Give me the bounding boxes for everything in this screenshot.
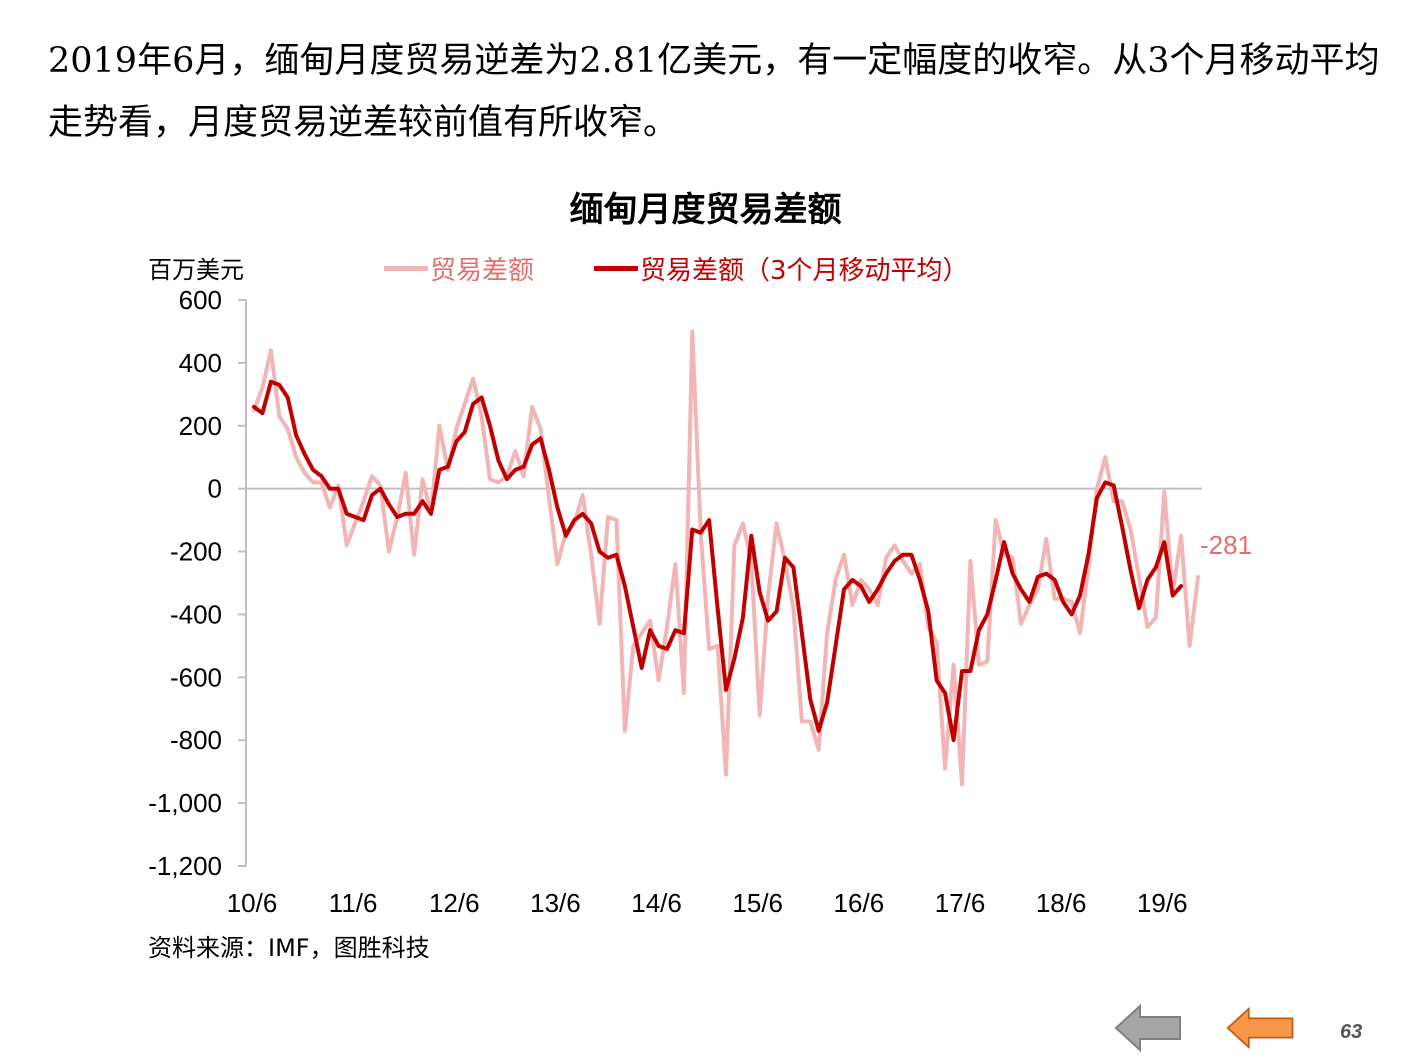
x-tick-label: 17/6 [935,888,986,918]
legend-moving-average-swatch [594,266,638,271]
x-tick-label: 15/6 [732,888,783,918]
x-tick-label: 18/6 [1036,888,1087,918]
legend-monthly: 贸易差额 [384,250,534,287]
x-tick-label: 10/6 [227,888,278,918]
y-tick-label: -1,000 [148,788,222,818]
y-tick-label: -800 [170,725,222,755]
series-line-monthly [252,329,1200,787]
legend-monthly-swatch [384,266,428,271]
legend-monthly-label: 贸易差额 [430,256,535,286]
legend-moving-average-label: 贸易差额（3个月移动平均） [640,256,969,286]
y-tick-label: 400 [179,348,222,378]
intro-text: 2019年6月，缅甸月度贸易逆差为2.81亿美元，有一定幅度的收窄。从3个月移动… [48,41,1380,143]
chart-title: 缅甸月度贸易差额 [569,190,842,230]
x-tick-label: 13/6 [530,888,581,918]
source-note: 资料来源：IMF，图胜科技 [148,934,430,962]
y-axis-unit: 百万美元 [148,256,244,284]
y-tick-label: -1,200 [148,851,222,881]
y-tick-label: -400 [170,599,222,629]
y-tick-label: 600 [179,285,222,315]
page-number: 63 [1340,1021,1363,1043]
y-tick-label: -200 [170,537,222,567]
x-tick-label: 11/6 [329,888,378,918]
y-tick-label: 200 [179,411,222,441]
series-line-moving-average [252,379,1184,743]
legend-moving-average: 贸易差额（3个月移动平均） [594,250,969,287]
back-arrow-orange-icon[interactable] [1226,1004,1296,1052]
x-tick-label: 14/6 [631,888,682,918]
y-tick-label: -600 [170,662,222,692]
y-tick-label: 0 [208,474,222,504]
x-tick-label: 12/6 [429,888,480,918]
x-tick-label: 19/6 [1137,888,1188,918]
back-arrow-gray-icon[interactable] [1114,1004,1184,1052]
x-tick-label: 16/6 [834,888,885,918]
last-value-label: -281 [1200,530,1252,560]
